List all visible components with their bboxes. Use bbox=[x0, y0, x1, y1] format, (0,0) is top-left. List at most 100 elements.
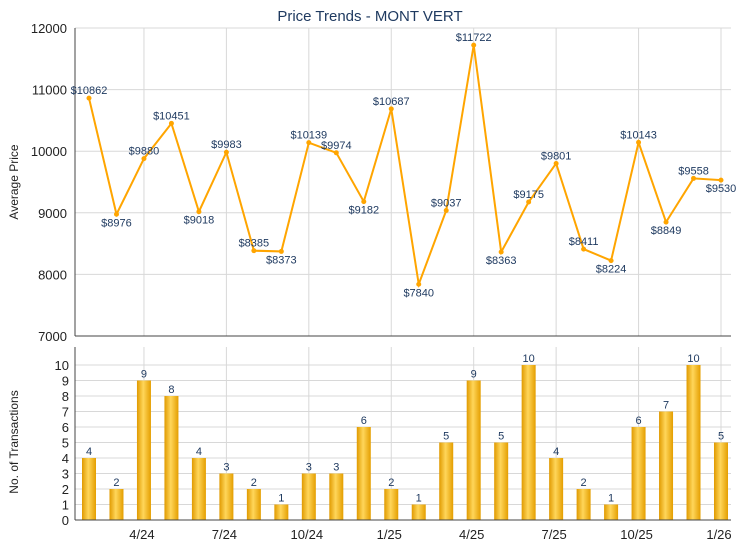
price-data-label: $8363 bbox=[486, 255, 517, 267]
price-data-label: $7840 bbox=[403, 287, 434, 299]
bar-data-label: 5 bbox=[443, 431, 449, 443]
price-point bbox=[388, 106, 394, 112]
bar-data-label: 2 bbox=[251, 477, 257, 489]
price-point bbox=[196, 209, 202, 215]
price-data-label: $8849 bbox=[651, 225, 682, 237]
transaction-bar bbox=[164, 396, 179, 520]
price-point bbox=[333, 150, 339, 156]
price-point bbox=[553, 160, 559, 166]
price-data-label: $10143 bbox=[620, 129, 657, 141]
transaction-bar bbox=[136, 380, 151, 520]
price-data-label: $10139 bbox=[290, 130, 327, 142]
price-point bbox=[306, 140, 312, 146]
transaction-bar bbox=[191, 458, 206, 520]
transaction-bar bbox=[439, 442, 454, 520]
transaction-bar bbox=[274, 504, 289, 520]
x-tick-label: 1/26 bbox=[706, 527, 731, 542]
x-tick-label: 10/24 bbox=[291, 527, 324, 542]
price-data-label: $9182 bbox=[348, 205, 379, 217]
transaction-bar bbox=[576, 489, 591, 520]
y-tick-label: 11000 bbox=[32, 83, 67, 98]
transaction-bar bbox=[82, 458, 96, 520]
x-tick-label: 7/24 bbox=[212, 527, 237, 542]
y-axis-label-price: Average Price bbox=[7, 144, 21, 219]
price-point bbox=[251, 248, 257, 254]
price-point bbox=[526, 199, 532, 205]
bar-data-label: 3 bbox=[306, 462, 312, 474]
x-tick-label: 4/24 bbox=[129, 527, 154, 542]
transaction-bar bbox=[549, 458, 564, 520]
price-point bbox=[86, 95, 92, 101]
y-tick-label: 0 bbox=[62, 513, 69, 528]
price-data-label: $8976 bbox=[101, 217, 132, 229]
price-point bbox=[443, 208, 449, 214]
price-point bbox=[361, 199, 367, 205]
price-data-label: $8385 bbox=[239, 238, 270, 250]
bar-data-label: 2 bbox=[581, 477, 587, 489]
price-data-label: $9801 bbox=[541, 150, 572, 162]
y-tick-label: 12000 bbox=[31, 21, 67, 36]
transaction-bar bbox=[466, 380, 481, 520]
price-point bbox=[113, 211, 119, 217]
bar-data-label: 7 bbox=[663, 400, 669, 412]
price-data-label: $10687 bbox=[373, 96, 410, 108]
y-tick-label: 7 bbox=[62, 405, 69, 420]
bar-data-label: 8 bbox=[168, 384, 174, 396]
bar-data-label: 10 bbox=[523, 353, 535, 365]
x-tick-label: 4/25 bbox=[459, 527, 484, 542]
transaction-bar bbox=[714, 442, 728, 520]
transaction-bar bbox=[246, 489, 261, 520]
price-point bbox=[498, 249, 504, 255]
y-tick-label: 8000 bbox=[38, 267, 67, 282]
price-data-label: $9983 bbox=[211, 139, 242, 151]
price-point bbox=[223, 149, 229, 155]
bar-data-label: 9 bbox=[141, 369, 147, 381]
y-tick-label: 3 bbox=[62, 467, 69, 482]
price-point bbox=[168, 120, 174, 126]
price-data-label: $8373 bbox=[266, 254, 297, 266]
bar-data-label: 3 bbox=[223, 462, 229, 474]
transaction-bar bbox=[604, 504, 619, 520]
price-point bbox=[636, 139, 642, 145]
y-tick-label: 10 bbox=[55, 358, 69, 373]
transaction-bar bbox=[109, 489, 124, 520]
price-data-label: $9018 bbox=[184, 215, 215, 227]
price-data-label: $9974 bbox=[321, 140, 352, 152]
price-point bbox=[608, 258, 614, 264]
bar-data-label: 10 bbox=[687, 353, 699, 365]
transaction-bar bbox=[494, 442, 509, 520]
y-tick-label: 4 bbox=[62, 451, 69, 466]
y-tick-label: 5 bbox=[62, 436, 69, 451]
price-point bbox=[278, 248, 284, 254]
price-point bbox=[416, 281, 422, 287]
price-data-label: $9175 bbox=[513, 189, 544, 201]
price-data-label: $11722 bbox=[456, 32, 492, 44]
price-data-label: $9037 bbox=[431, 198, 462, 210]
transaction-bar bbox=[631, 427, 646, 520]
x-tick-label: 1/25 bbox=[377, 527, 402, 542]
y-tick-label: 10000 bbox=[31, 144, 67, 159]
y-axis-label-transactions: No. of Transactions bbox=[7, 390, 21, 493]
price-point bbox=[691, 175, 697, 181]
bar-data-label: 4 bbox=[553, 446, 559, 458]
price-data-label: $8224 bbox=[596, 264, 627, 276]
price-data-label: $8411 bbox=[569, 236, 599, 248]
bar-data-label: 5 bbox=[498, 431, 504, 443]
bar-data-label: 6 bbox=[361, 415, 367, 427]
price-point bbox=[141, 156, 147, 162]
bar-data-label: 3 bbox=[333, 462, 339, 474]
transaction-bar bbox=[384, 489, 399, 520]
transaction-bar bbox=[329, 473, 344, 520]
transaction-bar bbox=[659, 411, 674, 520]
y-tick-label: 1 bbox=[62, 498, 69, 513]
bar-data-label: 9 bbox=[471, 369, 477, 381]
bar-data-label: 5 bbox=[718, 431, 724, 443]
price-line bbox=[88, 44, 722, 289]
bar-data-label: 2 bbox=[113, 477, 119, 489]
bar-data-label: 6 bbox=[636, 415, 642, 427]
x-tick-label: 7/25 bbox=[541, 527, 566, 542]
y-tick-label: 6 bbox=[62, 420, 69, 435]
y-tick-label: 9000 bbox=[38, 206, 67, 221]
